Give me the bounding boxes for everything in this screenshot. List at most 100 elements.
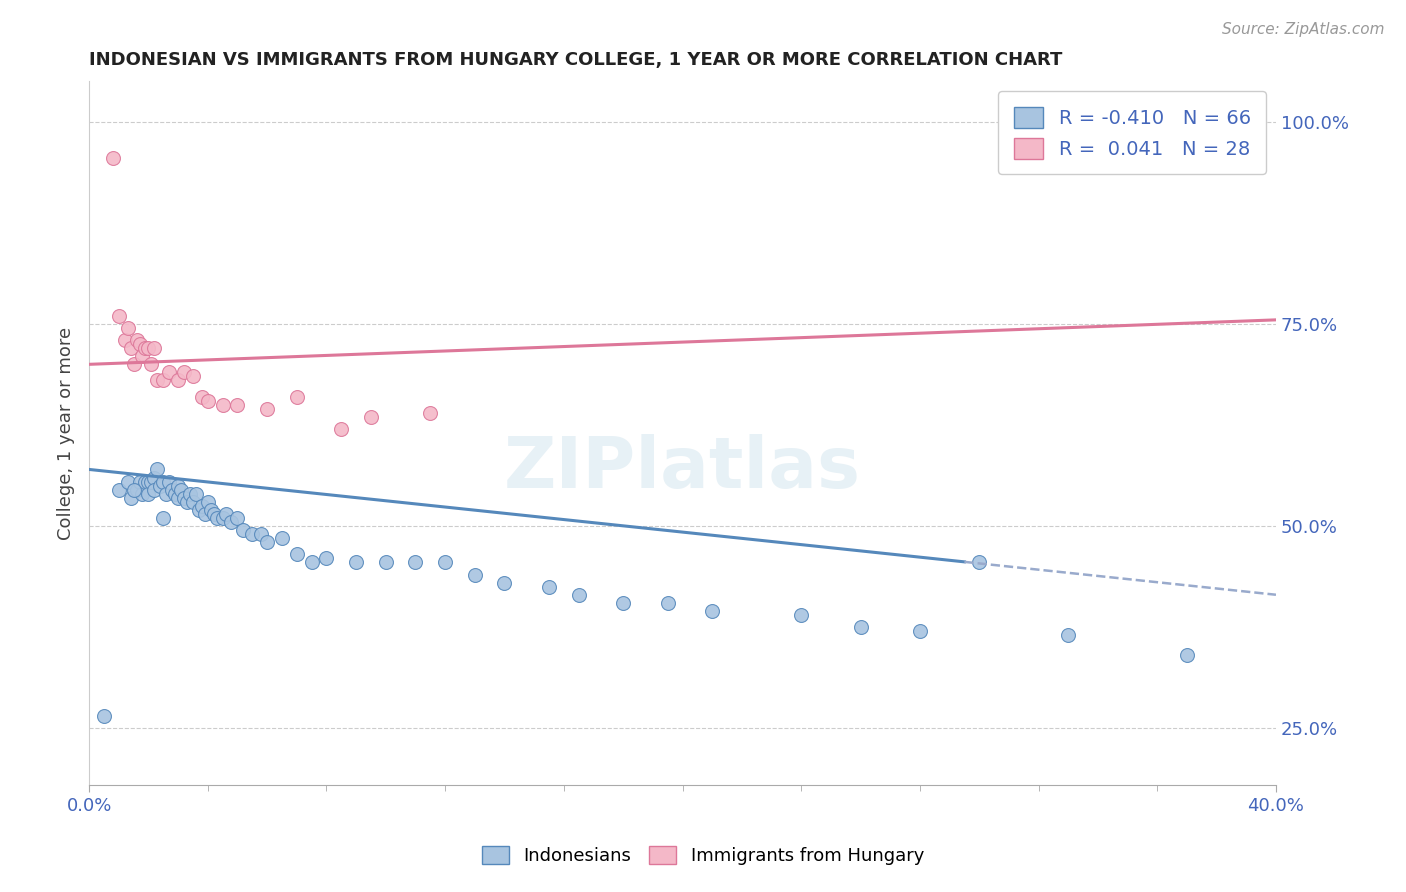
Point xyxy=(152,511,174,525)
Point xyxy=(221,515,243,529)
Point xyxy=(152,374,174,388)
Point xyxy=(197,393,219,408)
Point xyxy=(226,398,249,412)
Point xyxy=(93,709,115,723)
Point xyxy=(1175,648,1198,663)
Point xyxy=(155,486,177,500)
Point xyxy=(101,151,124,165)
Point xyxy=(537,580,560,594)
Point xyxy=(181,369,204,384)
Point xyxy=(657,596,679,610)
Legend: R = -0.410   N = 66, R =  0.041   N = 28: R = -0.410 N = 66, R = 0.041 N = 28 xyxy=(998,91,1267,174)
Point xyxy=(184,486,207,500)
Point xyxy=(173,491,195,505)
Point xyxy=(464,567,486,582)
Point xyxy=(360,409,382,424)
Point xyxy=(117,475,139,489)
Point xyxy=(128,475,150,489)
Text: ZIPlatlas: ZIPlatlas xyxy=(503,434,860,503)
Point xyxy=(165,486,187,500)
Point xyxy=(250,527,273,541)
Point xyxy=(226,511,249,525)
Text: INDONESIAN VS IMMIGRANTS FROM HUNGARY COLLEGE, 1 YEAR OR MORE CORRELATION CHART: INDONESIAN VS IMMIGRANTS FROM HUNGARY CO… xyxy=(89,51,1063,69)
Point xyxy=(187,503,209,517)
Point xyxy=(125,483,148,497)
Legend: Indonesians, Immigrants from Hungary: Indonesians, Immigrants from Hungary xyxy=(472,837,934,874)
Point xyxy=(344,556,367,570)
Point xyxy=(191,390,214,404)
Point xyxy=(200,503,222,517)
Point xyxy=(152,475,174,489)
Point xyxy=(107,483,129,497)
Point xyxy=(330,422,353,436)
Point xyxy=(232,523,254,537)
Point xyxy=(170,483,193,497)
Point xyxy=(197,495,219,509)
Point xyxy=(908,624,931,639)
Point xyxy=(149,478,172,492)
Point xyxy=(256,535,278,549)
Point xyxy=(214,507,236,521)
Point xyxy=(1057,628,1080,642)
Point xyxy=(849,620,872,634)
Point xyxy=(146,374,169,388)
Point xyxy=(194,507,217,521)
Point xyxy=(107,309,129,323)
Point xyxy=(141,357,163,371)
Point xyxy=(143,470,166,484)
Point xyxy=(301,556,323,570)
Point xyxy=(143,483,166,497)
Point xyxy=(285,547,308,561)
Point xyxy=(612,596,634,610)
Point xyxy=(146,462,169,476)
Point xyxy=(179,486,201,500)
Point xyxy=(181,495,204,509)
Point xyxy=(434,556,457,570)
Point xyxy=(191,499,214,513)
Point xyxy=(134,341,156,355)
Point xyxy=(138,341,160,355)
Text: Source: ZipAtlas.com: Source: ZipAtlas.com xyxy=(1222,22,1385,37)
Point xyxy=(285,390,308,404)
Point xyxy=(167,374,190,388)
Point xyxy=(173,366,195,380)
Point xyxy=(157,366,180,380)
Point xyxy=(143,341,166,355)
Point xyxy=(125,333,148,347)
Point xyxy=(404,556,426,570)
Point xyxy=(122,483,145,497)
Point xyxy=(114,333,136,347)
Point xyxy=(167,491,190,505)
Point xyxy=(419,406,441,420)
Point xyxy=(117,321,139,335)
Point xyxy=(271,531,294,545)
Point xyxy=(134,475,156,489)
Point xyxy=(167,478,190,492)
Point xyxy=(494,575,516,590)
Point xyxy=(128,337,150,351)
Point xyxy=(240,527,263,541)
Point xyxy=(141,475,163,489)
Point xyxy=(120,491,142,505)
Point xyxy=(205,511,228,525)
Point xyxy=(256,401,278,416)
Point xyxy=(138,486,160,500)
Point xyxy=(211,511,233,525)
Point xyxy=(702,604,724,618)
Point xyxy=(122,357,145,371)
Point xyxy=(374,556,396,570)
Point xyxy=(967,556,990,570)
Point xyxy=(138,475,160,489)
Point xyxy=(131,486,153,500)
Point xyxy=(790,607,813,622)
Point xyxy=(568,588,591,602)
Point xyxy=(120,341,142,355)
Point xyxy=(211,398,233,412)
Point xyxy=(157,475,180,489)
Y-axis label: College, 1 year or more: College, 1 year or more xyxy=(58,326,75,540)
Point xyxy=(202,507,225,521)
Point xyxy=(176,495,198,509)
Point xyxy=(131,349,153,363)
Point xyxy=(160,483,183,497)
Point xyxy=(315,551,337,566)
